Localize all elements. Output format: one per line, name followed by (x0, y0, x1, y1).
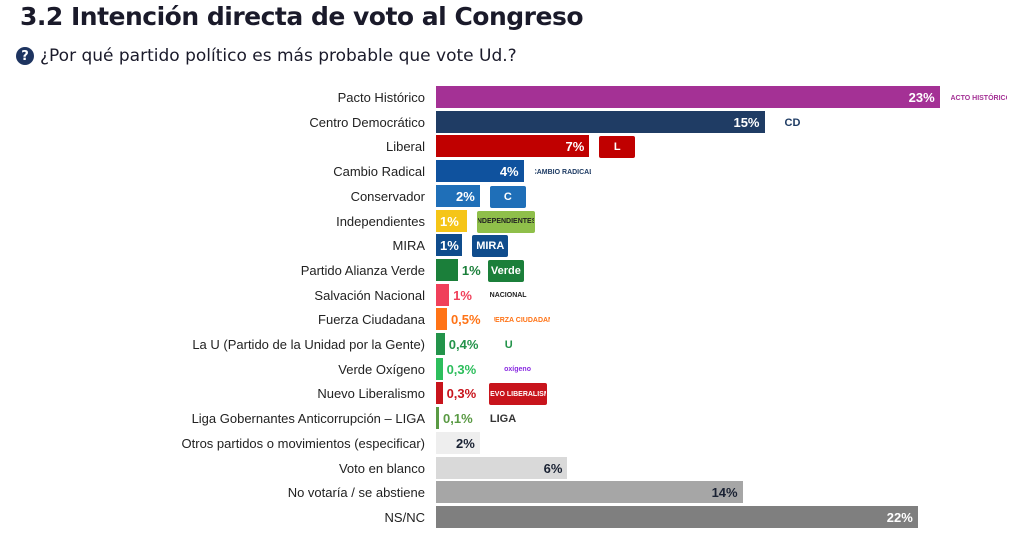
page-title: 3.2 Intención directa de voto al Congres… (20, 2, 584, 31)
bar (436, 86, 940, 108)
party-logo-icon: U (490, 334, 527, 356)
value-label: 1% (461, 262, 481, 278)
value-label: 15% (733, 114, 760, 130)
category-label: Partido Alianza Verde (300, 262, 425, 278)
bar (436, 456, 568, 479)
value-label: 0,4% (448, 337, 479, 352)
value-label: 6% (543, 460, 563, 476)
party-logo-icon: Verde (487, 259, 524, 282)
bar (436, 234, 463, 257)
category-label: Centro Democrático (309, 114, 425, 130)
bar (436, 135, 590, 158)
category-label: MIRA (392, 238, 426, 254)
value-label: 1% (440, 213, 459, 229)
bar (436, 333, 445, 355)
category-label: Fuerza Ciudadana (318, 312, 425, 328)
category-label: NS/NC (384, 509, 425, 525)
bar (436, 283, 450, 306)
category-label: Conservador (350, 188, 425, 204)
value-label: 0,5% (450, 312, 481, 328)
value-label: 0,3% (446, 361, 477, 377)
value-label: 22% (886, 509, 913, 525)
value-label: 2% (456, 188, 475, 204)
bar (436, 481, 743, 504)
value-label: 0,3% (446, 386, 477, 402)
category-label: No votaría / se abstiene (287, 485, 425, 501)
category-label: Independientes (336, 213, 425, 229)
bar (436, 357, 443, 380)
category-label: Pacto Histórico (337, 90, 425, 105)
bar (436, 209, 467, 232)
bar (436, 308, 447, 331)
party-logo-icon: INDEPENDIENTES (476, 210, 535, 233)
category-label: Otros partidos o movimientos (especifica… (181, 435, 425, 451)
bar (436, 382, 443, 405)
value-label: 2% (456, 435, 475, 451)
bar (436, 258, 458, 281)
question: ? ¿Por qué partido político es más proba… (16, 46, 517, 66)
party-logo-icon: PACTO HISTÓRICO (949, 87, 1008, 109)
question-text: ¿Por qué partido político es más probabl… (40, 46, 517, 66)
category-label: Salvación Nacional (314, 287, 425, 303)
party-logo-icon: FUERZA CIUDADANA (492, 309, 551, 332)
bar (436, 184, 480, 207)
category-label: Nuevo Liberalismo (317, 386, 425, 402)
value-label: 1% (453, 287, 472, 303)
bar (436, 431, 480, 454)
bar (436, 505, 918, 528)
value-label: 14% (711, 485, 738, 501)
party-logo-icon: NACIONAL (479, 284, 538, 307)
value-label: 4% (499, 164, 519, 180)
bar (436, 160, 524, 183)
party-logo-icon: LIGA (485, 408, 521, 431)
category-label: Liberal (385, 139, 425, 155)
party-logo-icon: C (489, 185, 526, 208)
party-logo-icon: CAMBIO RADICAL (533, 161, 592, 184)
category-label: Voto en blanco (338, 460, 425, 476)
party-logo-icon: MIRA (472, 235, 509, 258)
bar (436, 407, 439, 430)
category-label: Cambio Radical (333, 164, 425, 180)
party-logo-icon: CD (774, 111, 811, 134)
bar (436, 110, 765, 133)
value-label: 23% (908, 90, 935, 105)
party-logo-icon: oxígeno (488, 358, 547, 381)
value-label: 0,1% (443, 411, 473, 427)
question-circle-icon: ? (16, 47, 34, 65)
category-label: Verde Oxígeno (338, 361, 425, 377)
value-label: 7% (565, 139, 585, 155)
party-logo-icon: NUEVO LIBERALISMO (488, 383, 547, 406)
value-label: 1% (440, 238, 459, 254)
category-label: La U (Partido de la Unidad por la Gente) (192, 337, 425, 352)
category-label: Liga Gobernantes Anticorrupción – LIGA (191, 411, 425, 427)
party-logo-icon: L (599, 136, 636, 159)
